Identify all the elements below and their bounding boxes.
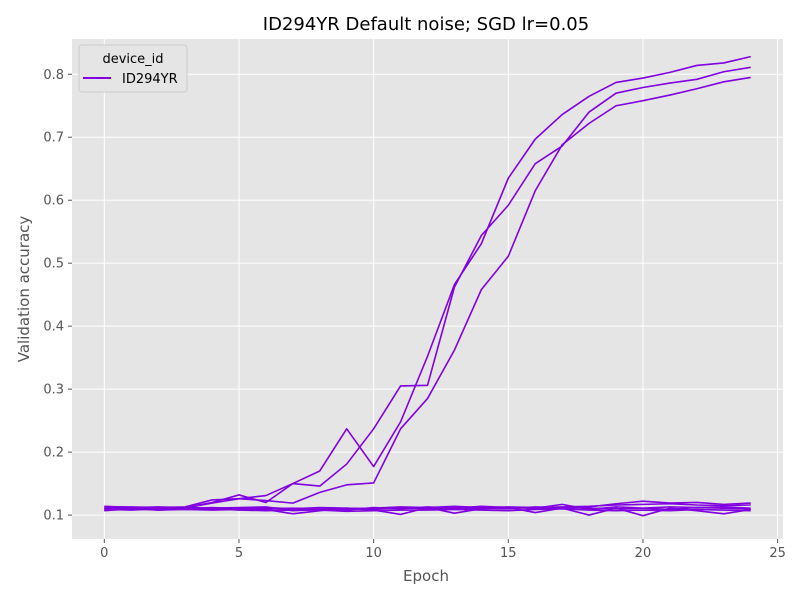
x-tick-label: 15 [500, 546, 517, 561]
legend-entry-label: ID294YR [122, 72, 178, 87]
y-tick-label: 0.5 [43, 257, 64, 272]
legend: device_id ID294YR [78, 44, 188, 93]
series-line-2 [104, 66, 751, 510]
y-tick-label: 0.4 [43, 320, 64, 335]
series-line-3 [104, 76, 751, 509]
plot-background [72, 39, 783, 539]
y-tick-label: 0.1 [43, 509, 64, 524]
x-tick-label: 0 [100, 546, 108, 561]
y-tick-label: 0.8 [43, 68, 64, 83]
y-tick-labels: 0.1 0.2 0.3 0.4 0.5 0.6 0.7 0.8 [43, 68, 72, 524]
y-tick-label: 0.3 [43, 383, 64, 398]
x-tick-label: 20 [635, 546, 652, 561]
series-line-9 [104, 507, 751, 513]
x-tick-label: 5 [235, 546, 243, 561]
y-axis-label: Validation accuracy [15, 216, 33, 363]
y-tick-label: 0.2 [43, 446, 64, 461]
x-tick-labels: 0 5 10 15 20 25 [100, 539, 786, 561]
y-tick-label: 0.6 [43, 194, 64, 209]
x-tick-label: 10 [365, 546, 382, 561]
x-axis-label: Epoch [403, 567, 449, 585]
legend-title: device_id [102, 52, 163, 67]
legend-box [78, 44, 188, 93]
series-lines [104, 55, 751, 517]
x-tick-label: 25 [769, 546, 786, 561]
series-line-7 [104, 500, 751, 511]
y-tick-label: 0.7 [43, 131, 64, 146]
chart-title: ID294YR Default noise; SGD lr=0.05 [263, 14, 589, 35]
